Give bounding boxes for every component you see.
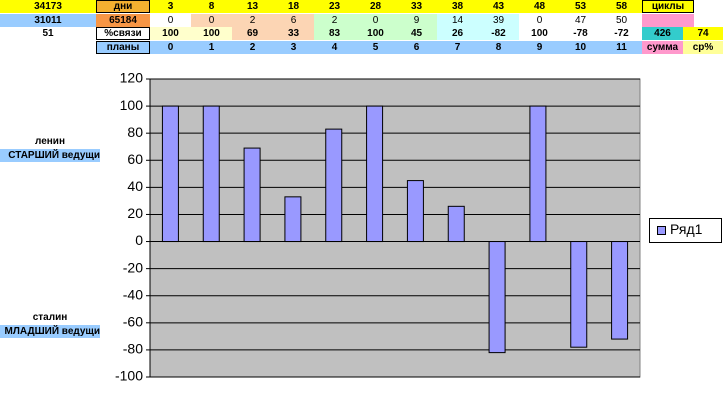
grid-cell: 100 <box>191 27 232 40</box>
grid-cell: 3 <box>150 0 191 13</box>
grid-cell: 48 <box>519 0 560 13</box>
bar <box>243 147 261 243</box>
y-tick-label: 60 <box>127 151 143 167</box>
grid-cell: 0 <box>191 13 232 27</box>
grid-cell: -72 <box>601 27 642 40</box>
grid-cell: 43 <box>478 0 519 13</box>
grid-cell: 39 <box>478 13 519 27</box>
grid-cell: 11 <box>601 40 642 54</box>
grid-cell: 6 <box>273 13 314 27</box>
row-label: 65184 <box>96 13 150 27</box>
y-tick-label: 0 <box>135 232 143 248</box>
bar <box>202 105 220 243</box>
person-name: сталин <box>32 312 68 323</box>
bar <box>488 241 506 354</box>
grid-cell: 8 <box>478 40 519 54</box>
grid-cell: 5 <box>355 40 396 54</box>
grid-cell: 2 <box>232 13 273 27</box>
y-tick-label: -60 <box>123 314 143 330</box>
row-label: планы <box>96 40 150 54</box>
legend-label: Ряд1 <box>670 221 703 237</box>
person-role: СТАРШИЙ ведущи <box>0 149 100 162</box>
bar <box>161 105 179 243</box>
grid-cell: 100 <box>355 27 396 40</box>
grid-cell: 69 <box>232 27 273 40</box>
grid-cell: 38 <box>437 0 478 13</box>
grid-cell: 100 <box>150 27 191 40</box>
row-id: 51 <box>0 27 96 40</box>
grid-cell: 83 <box>314 27 355 40</box>
grid-cell: 6 <box>396 40 437 54</box>
y-tick-label: -80 <box>123 341 143 357</box>
grid-cell: 0 <box>519 13 560 27</box>
grid-cell: -82 <box>478 27 519 40</box>
grid-cell: 47 <box>560 13 601 27</box>
grid-cell: 58 <box>601 0 642 13</box>
grid-cell: 33 <box>273 27 314 40</box>
pink-cell <box>642 13 694 27</box>
bar <box>611 241 629 340</box>
grid-cell: 26 <box>437 27 478 40</box>
grid-cell: 53 <box>560 0 601 13</box>
y-tick-label: -100 <box>115 368 143 384</box>
person-role: МЛАДШИЙ ведущи <box>0 325 100 338</box>
y-tick-label: -20 <box>123 259 143 275</box>
legend-swatch <box>657 226 666 235</box>
y-tick-label: 20 <box>127 205 143 221</box>
row-label: дни <box>96 0 150 13</box>
bar <box>447 205 465 243</box>
grid-cell: 0 <box>355 13 396 27</box>
sum-label: сумма <box>642 40 683 54</box>
grid-cell: 28 <box>355 0 396 13</box>
avg-value: 74 <box>683 27 723 40</box>
plot-area <box>149 78 641 378</box>
grid-cell: 2 <box>232 40 273 54</box>
grid-cell: 9 <box>396 13 437 27</box>
sum-value: 426 <box>642 27 683 40</box>
bar <box>366 105 384 243</box>
y-tick-label: 40 <box>127 178 143 194</box>
grid-cell: 0 <box>150 40 191 54</box>
grid-cell: 2 <box>314 13 355 27</box>
grid-cell: 23 <box>314 0 355 13</box>
avg-label: ср% <box>683 40 723 54</box>
bar <box>325 128 343 243</box>
grid-cell: 0 <box>150 13 191 27</box>
grid-cell: 33 <box>396 0 437 13</box>
grid-cell: -78 <box>560 27 601 40</box>
grid-cell: 14 <box>437 13 478 27</box>
grid-cell: 45 <box>396 27 437 40</box>
row-id: 31011 <box>0 13 96 27</box>
grid-cell: 13 <box>232 0 273 13</box>
y-tick-label: 80 <box>127 124 143 140</box>
cycles-label: циклы <box>642 0 694 13</box>
grid-cell: 4 <box>314 40 355 54</box>
grid-cell: 1 <box>191 40 232 54</box>
y-tick-label: -40 <box>123 286 143 302</box>
y-tick-label: 100 <box>120 97 144 113</box>
grid-cell: 100 <box>519 27 560 40</box>
grid-cell: 9 <box>519 40 560 54</box>
grid-cell: 3 <box>273 40 314 54</box>
bar <box>406 180 424 243</box>
y-tick-label: 120 <box>120 70 144 86</box>
bar <box>284 196 302 243</box>
grid-cell: 18 <box>273 0 314 13</box>
grid-cell: 8 <box>191 0 232 13</box>
bar <box>529 105 547 243</box>
grid-cell: 7 <box>437 40 478 54</box>
row-id: 34173 <box>0 0 96 13</box>
grid-cell: 50 <box>601 13 642 27</box>
row-label: %связи <box>96 27 150 40</box>
bar <box>570 241 588 348</box>
grid-cell: 10 <box>560 40 601 54</box>
person-name: ленин <box>34 136 65 147</box>
